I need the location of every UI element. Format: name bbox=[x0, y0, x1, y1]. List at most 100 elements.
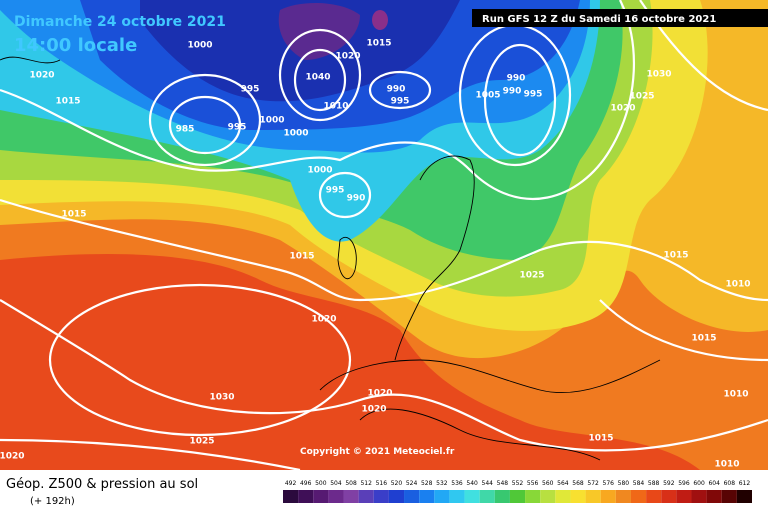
scale-label: 580 bbox=[618, 480, 630, 487]
forecast-date: Dimanche 24 octobre 2021 bbox=[14, 14, 226, 30]
isobar-label: 1000 bbox=[187, 41, 212, 51]
scale-swatch bbox=[404, 490, 420, 503]
scale-swatch bbox=[449, 490, 465, 503]
scale-swatch bbox=[630, 490, 647, 503]
isobar-label: 1020 bbox=[610, 104, 635, 114]
scale-swatch bbox=[298, 490, 314, 503]
footer-lead: (+ 192h) bbox=[30, 496, 75, 507]
isobar-label: 1015 bbox=[366, 39, 391, 49]
scale-swatch bbox=[434, 490, 450, 503]
field-purple-spot bbox=[372, 10, 388, 30]
scale-label: 560 bbox=[542, 480, 554, 487]
scale-label: 536 bbox=[451, 480, 463, 487]
copyright: Copyright © 2021 Meteociel.fr bbox=[300, 447, 455, 457]
scale-label: 572 bbox=[587, 480, 599, 487]
isobar-label: 995 bbox=[524, 90, 543, 100]
isobar-label: 1020 bbox=[335, 52, 360, 62]
isobar-label: 1030 bbox=[646, 70, 671, 80]
scale-swatch bbox=[646, 490, 662, 503]
isobar-label: 990 bbox=[347, 194, 366, 204]
scale-label: 612 bbox=[739, 480, 751, 487]
field-purple bbox=[278, 3, 360, 60]
footer-title: Géop. Z500 & pression au sol bbox=[6, 477, 198, 492]
isobar-label: 990 bbox=[387, 85, 406, 95]
scale-label: 600 bbox=[693, 480, 705, 487]
scale-label: 500 bbox=[315, 480, 327, 487]
scale-label: 596 bbox=[678, 480, 690, 487]
isobar-label: 1025 bbox=[189, 437, 214, 447]
scale-label: 516 bbox=[376, 480, 388, 487]
scale-swatch bbox=[494, 490, 510, 503]
isobar-label: 1005 bbox=[475, 91, 500, 101]
isobar-label: 1025 bbox=[629, 92, 654, 102]
isobar-label: 1015 bbox=[289, 252, 314, 262]
scale-label: 588 bbox=[648, 480, 660, 487]
scale-label: 544 bbox=[482, 480, 494, 487]
scale-label: 556 bbox=[527, 480, 539, 487]
scale-swatch bbox=[419, 490, 435, 503]
isobar-label: 1010 bbox=[714, 460, 739, 470]
scale-swatch bbox=[661, 490, 677, 503]
isobar-label: 990 bbox=[507, 74, 526, 84]
isobar-label: 1030 bbox=[209, 393, 234, 403]
scale-label: 608 bbox=[724, 480, 736, 487]
scale-swatch bbox=[721, 490, 737, 503]
scale-swatch bbox=[509, 490, 526, 503]
isobar-label: 1020 bbox=[29, 71, 54, 81]
isobar-label: 1020 bbox=[0, 452, 25, 462]
scale-label: 564 bbox=[557, 480, 569, 487]
isobar-label: 1010 bbox=[323, 102, 348, 112]
scale-label: 508 bbox=[345, 480, 357, 487]
scale-label: 524 bbox=[406, 480, 418, 487]
scale-swatch bbox=[676, 490, 692, 503]
isobar-label: 1015 bbox=[588, 434, 613, 444]
isobar-label: 1020 bbox=[367, 389, 392, 399]
geopotential-field: 1000 1020 1015 995 985 995 1000 1000 1040 1020 101… bbox=[0, 0, 768, 470]
scale-label: 584 bbox=[633, 480, 645, 487]
scale-swatch bbox=[555, 490, 571, 503]
isobar-label: 1040 bbox=[305, 73, 330, 83]
isobar-label: 1010 bbox=[723, 390, 748, 400]
scale-label: 540 bbox=[466, 480, 478, 487]
scale-swatch bbox=[388, 490, 405, 503]
scale-label: 528 bbox=[421, 480, 433, 487]
isobar-label: 995 bbox=[391, 97, 410, 107]
isobar-label: 1015 bbox=[61, 210, 86, 220]
scale-swatch bbox=[540, 490, 556, 503]
scale-label: 496 bbox=[300, 480, 312, 487]
isobar-label: 1015 bbox=[55, 97, 80, 107]
scale-swatch bbox=[706, 490, 722, 503]
scale-swatch bbox=[373, 490, 389, 503]
scale-swatch bbox=[736, 490, 752, 503]
isobar-label: 1025 bbox=[519, 271, 544, 281]
scale-label: 604 bbox=[708, 480, 720, 487]
scale-label: 548 bbox=[497, 480, 509, 487]
isobar-label: 995 bbox=[326, 186, 345, 196]
scale-label: 512 bbox=[360, 480, 372, 487]
isobar-label: 995 bbox=[241, 85, 260, 95]
isobar-label: 1010 bbox=[725, 280, 750, 290]
scale-label: 592 bbox=[663, 480, 675, 487]
run-banner bbox=[472, 9, 768, 27]
forecast-time: 14:00 locale bbox=[14, 35, 137, 56]
coastlines bbox=[0, 56, 661, 461]
scale-swatch bbox=[464, 490, 480, 503]
isobars bbox=[0, 0, 768, 470]
isobar-label: 1015 bbox=[663, 251, 688, 261]
scale-label: 520 bbox=[391, 480, 403, 487]
isobar-label: 1000 bbox=[259, 116, 284, 126]
isobar-label: 1020 bbox=[361, 405, 386, 415]
isobar-label: 1015 bbox=[691, 334, 716, 344]
scale-swatch bbox=[283, 490, 299, 503]
run-label: Run GFS 12 Z du Samedi 16 octobre 2021 bbox=[482, 14, 716, 25]
scale-label: 492 bbox=[285, 480, 297, 487]
isobar-labels: 1000 1020 1015 995 985 995 1000 1000 1040 1020 101… bbox=[0, 39, 751, 470]
scale-label: 568 bbox=[572, 480, 584, 487]
scale-swatch bbox=[358, 490, 374, 503]
scale-swatch bbox=[585, 490, 601, 503]
isobar-label: 995 bbox=[228, 123, 247, 133]
isobar-label: 985 bbox=[176, 125, 195, 135]
isobar-label: 990 bbox=[503, 87, 522, 97]
scale-swatch bbox=[328, 490, 344, 503]
